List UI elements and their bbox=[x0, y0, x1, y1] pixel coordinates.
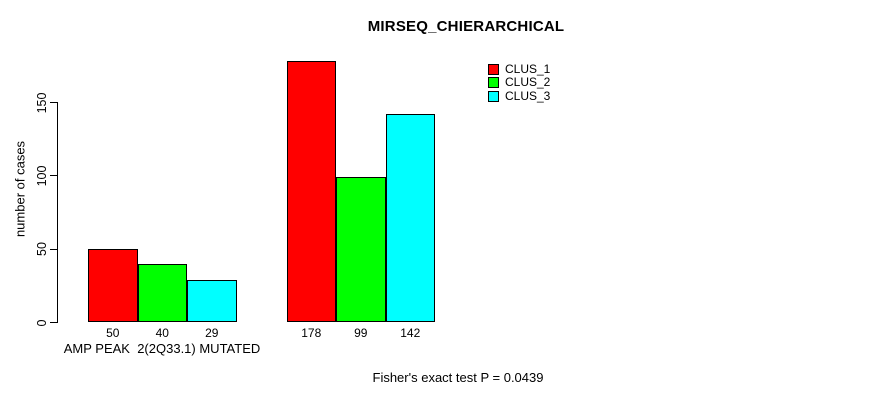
y-tick-label: 150 bbox=[35, 92, 49, 113]
bar-value-label: 99 bbox=[354, 325, 368, 340]
y-axis-title: number of cases bbox=[12, 140, 28, 238]
bar-clus_2-group1 bbox=[137, 263, 187, 323]
y-tick-label: 100 bbox=[35, 165, 49, 187]
bar-value-label: 178 bbox=[301, 325, 322, 340]
bar-clus_3-group2 bbox=[385, 114, 435, 323]
legend-label: CLUS_3 bbox=[505, 88, 551, 103]
bar-value-label: 50 bbox=[106, 325, 120, 340]
y-tick-label: 0 bbox=[35, 319, 49, 326]
bar-value-label: 142 bbox=[400, 325, 421, 340]
y-tick-mark bbox=[50, 175, 57, 177]
x-axis-group-label: AMP PEAK 2(2Q33.1) MUTATED bbox=[63, 341, 261, 356]
bar-clus_1-group1 bbox=[88, 249, 138, 323]
bar-value-label: 40 bbox=[155, 325, 169, 340]
bar-clus_1-group2 bbox=[286, 61, 336, 323]
y-tick-label: 50 bbox=[35, 242, 49, 257]
legend-label: CLUS_2 bbox=[505, 75, 551, 90]
legend-swatch-clus_3 bbox=[488, 90, 499, 102]
stat-annotation: Fisher's exact test P = 0.0439 bbox=[372, 370, 544, 385]
bar-clus_3-group1 bbox=[187, 279, 237, 323]
y-tick-mark bbox=[50, 102, 57, 103]
bar-clus_2-group2 bbox=[336, 177, 386, 323]
legend-swatch-clus_1 bbox=[488, 64, 499, 75]
chart-title: MIRSEQ_CHIERARCHICAL bbox=[367, 18, 565, 35]
y-tick-mark bbox=[50, 322, 57, 323]
legend-swatch-clus_2 bbox=[488, 77, 499, 89]
bar-value-label: 29 bbox=[205, 325, 219, 340]
y-axis-line bbox=[57, 102, 58, 323]
y-tick-mark bbox=[50, 248, 57, 250]
legend-label: CLUS_1 bbox=[505, 62, 551, 76]
